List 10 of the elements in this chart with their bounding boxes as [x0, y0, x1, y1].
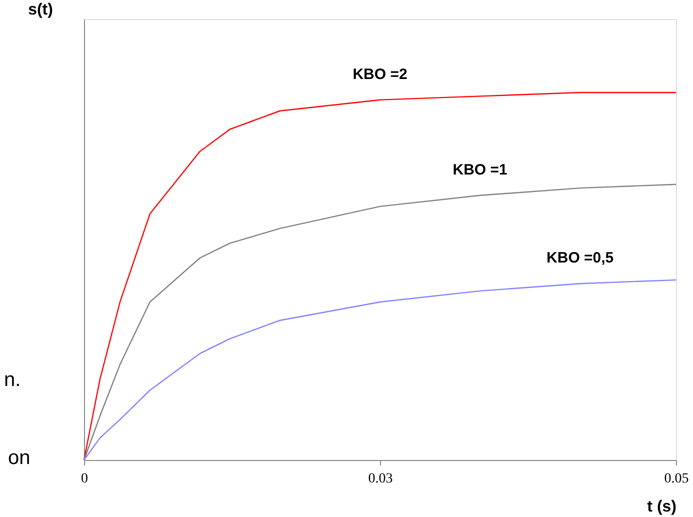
x-tick-label: 0.05 [664, 472, 689, 486]
series-label: KBO =0,5 [546, 250, 614, 267]
x-axis-title: t (s) [647, 498, 676, 516]
y-axis-title: s(t) [28, 2, 53, 18]
x-tick-label: 0 [81, 472, 88, 486]
series-label: KBO =2 [352, 66, 408, 83]
x-tick-label: 0.03 [368, 472, 393, 486]
text: n. [4, 369, 21, 391]
series-label: KBO =1 [452, 161, 508, 178]
text: on [8, 447, 30, 469]
